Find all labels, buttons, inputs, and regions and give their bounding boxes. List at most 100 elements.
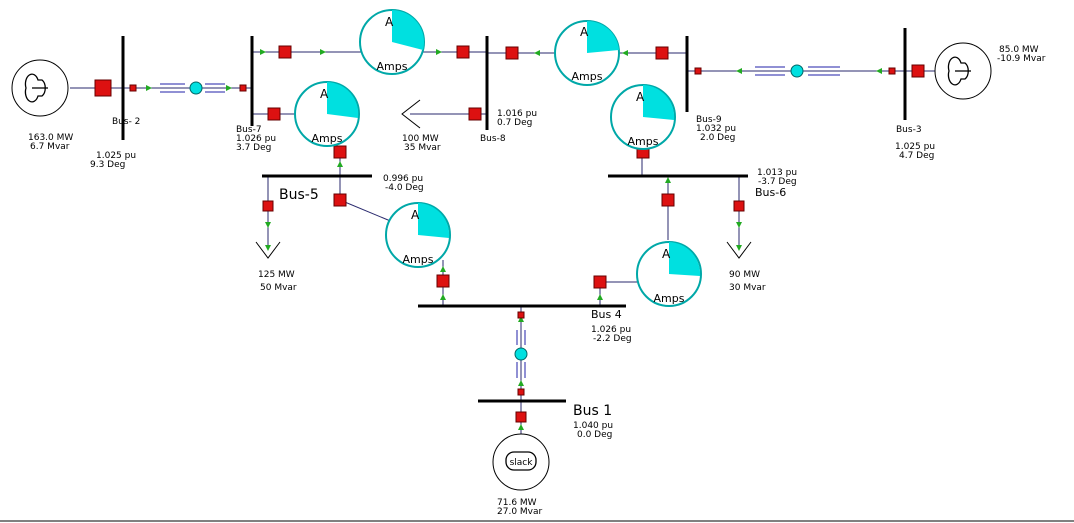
breaker-bus4-left[interactable] — [436, 274, 450, 288]
load-arrow-icon — [401, 99, 421, 129]
breaker-bus1-xfmr[interactable] — [517, 388, 525, 396]
meter-letter: A — [320, 87, 329, 101]
breaker-gen2[interactable] — [94, 79, 112, 97]
load6-mw: 90 MW — [729, 270, 760, 280]
breaker-bus8-right[interactable] — [505, 46, 519, 60]
bus4-name: Bus 4 — [591, 308, 622, 321]
load5-mvar: 50 Mvar — [260, 283, 297, 293]
gen3-mw: 85.0 MW — [999, 45, 1039, 55]
breaker-bus9-xfmr[interactable] — [694, 67, 702, 75]
bus6-pu: 1.013 pu — [757, 168, 797, 178]
meter-unit: Amps — [377, 60, 408, 73]
transformer-icon — [790, 64, 804, 78]
bus5-name: Bus-5 — [279, 187, 319, 203]
generator-3[interactable] — [934, 42, 992, 100]
slack-label: slack — [510, 458, 534, 468]
transformer-icon — [514, 347, 528, 361]
meter-letter: A — [411, 208, 420, 222]
bus3-name: Bus-3 — [896, 125, 922, 135]
meter-letter: A — [636, 90, 645, 104]
bus2-name: Bus- 2 — [112, 117, 140, 127]
meter-unit: Amps — [312, 132, 343, 145]
bus7-deg: 3.7 Deg — [236, 143, 271, 153]
breaker-gen3[interactable] — [911, 64, 925, 78]
bus8-pu: 1.016 pu — [497, 109, 537, 119]
transformer-1-4[interactable] — [514, 330, 528, 378]
bus1-name: Bus 1 — [573, 403, 612, 419]
generator-1-slack[interactable]: slack — [492, 433, 550, 491]
breaker-bus3-xfmr[interactable] — [888, 67, 896, 75]
bus5-pu: 0.996 pu — [383, 174, 423, 184]
gen3-mvar: -10.9 Mvar — [997, 54, 1046, 64]
amp-meter-7-8[interactable]: A Amps — [359, 9, 425, 75]
bus6-name: Bus-6 — [755, 186, 786, 199]
breaker-bus7-down[interactable] — [333, 145, 347, 159]
meter-unit: Amps — [628, 135, 659, 148]
bus2-deg: 9.3 Deg — [90, 160, 125, 170]
meter-letter: A — [385, 15, 394, 29]
breaker-bus7-top[interactable] — [278, 45, 292, 59]
gen1-mvar: 27.0 Mvar — [497, 507, 543, 517]
meter-letter: A — [662, 247, 671, 261]
meter-letter: A — [580, 25, 589, 39]
amp-meter-8-9[interactable]: A Amps — [554, 20, 620, 86]
breaker-load8[interactable] — [468, 107, 482, 121]
bus1-pu: 1.040 pu — [573, 421, 613, 431]
meter-unit: Amps — [403, 253, 434, 266]
gen1-mw: 71.6 MW — [497, 498, 537, 508]
gen2-mw: 163.0 MW — [28, 133, 73, 143]
breaker-load6[interactable] — [733, 200, 745, 212]
gen2-mvar: 6.7 Mvar — [30, 142, 70, 152]
bus4-pu: 1.026 pu — [591, 325, 631, 335]
load6-mvar: 30 Mvar — [729, 283, 766, 293]
load-bus8[interactable] — [401, 99, 421, 129]
amp-meter-9-6[interactable]: A Amps — [610, 84, 676, 150]
transformer-icon — [189, 81, 203, 95]
bus3-deg: 4.7 Deg — [899, 151, 934, 161]
load-bus6[interactable] — [726, 241, 752, 259]
load5-mw: 125 MW — [258, 270, 295, 280]
breaker-bus4-right[interactable] — [593, 275, 607, 289]
bus8-deg: 0.7 Deg — [497, 118, 532, 128]
bus1-deg: 0.0 Deg — [577, 430, 612, 440]
bus8-name: Bus-8 — [480, 134, 506, 144]
bus9-pu: 1.032 pu — [696, 124, 736, 134]
flow-arrows — [146, 49, 882, 430]
load8-mvar: 35 Mvar — [404, 143, 441, 153]
breaker-bus4-xfmr[interactable] — [517, 311, 525, 319]
bus4-deg: -2.2 Deg — [593, 334, 632, 344]
load8-mw: 100 MW — [402, 134, 439, 144]
breaker-bus9-left[interactable] — [655, 46, 669, 60]
bus2-pu: 1.025 pu — [96, 151, 136, 161]
breaker-bus8-left[interactable] — [456, 45, 470, 59]
bus5-deg: -4.0 Deg — [385, 183, 424, 193]
breaker-bus7-xfmr[interactable] — [239, 84, 247, 92]
meter-unit: Amps — [572, 70, 603, 83]
bus-bars — [121, 28, 907, 403]
breaker-bus2-xfmr[interactable] — [129, 84, 137, 92]
breaker-bus5-line[interactable] — [333, 193, 347, 207]
bus3-pu: 1.025 pu — [895, 142, 935, 152]
generator-2[interactable] — [11, 59, 69, 117]
breaker-bus6-line[interactable] — [661, 193, 675, 207]
bus9-name: Bus-9 — [696, 115, 722, 125]
load-arrow-icon — [255, 241, 281, 259]
meter-unit: Amps — [654, 292, 685, 305]
generator-symbol-icon — [505, 451, 537, 471]
breaker-load5[interactable] — [262, 200, 274, 212]
load-arrow-icon — [726, 241, 752, 259]
breakers[interactable] — [94, 45, 925, 423]
transformer-2-7[interactable] — [160, 81, 225, 95]
breaker-bus7-mid[interactable] — [267, 107, 281, 121]
bus7-pu: 1.026 pu — [236, 134, 276, 144]
load-bus5[interactable] — [255, 241, 281, 259]
bus7-name: Bus-7 — [236, 125, 262, 135]
bus6-deg: -3.7 Deg — [758, 177, 797, 187]
amp-meter-7-5[interactable]: A Amps — [294, 81, 360, 147]
transformer-9-3[interactable] — [755, 64, 840, 78]
amp-meter-6-4[interactable]: A Amps — [636, 241, 702, 307]
breaker-gen1[interactable] — [515, 411, 527, 423]
amp-meter-5-4[interactable]: A Amps — [385, 202, 451, 268]
